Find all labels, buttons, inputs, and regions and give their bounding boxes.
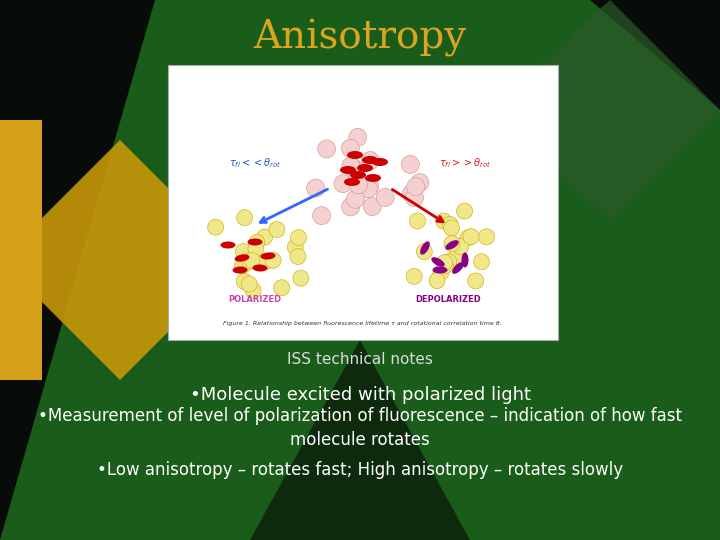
Circle shape xyxy=(237,210,253,226)
Circle shape xyxy=(479,229,495,245)
Circle shape xyxy=(347,162,365,180)
Circle shape xyxy=(405,188,423,207)
Circle shape xyxy=(441,254,457,269)
Circle shape xyxy=(436,255,453,271)
Circle shape xyxy=(318,140,336,158)
Text: POLARIZED: POLARIZED xyxy=(228,295,282,305)
Text: $\tau_{fl}<<\theta_{rot}$: $\tau_{fl}<<\theta_{rot}$ xyxy=(229,156,281,170)
Circle shape xyxy=(364,198,382,215)
Polygon shape xyxy=(490,0,720,220)
Ellipse shape xyxy=(340,166,356,174)
Circle shape xyxy=(456,203,472,219)
Ellipse shape xyxy=(235,254,249,262)
Ellipse shape xyxy=(433,267,448,273)
Circle shape xyxy=(269,221,285,238)
Circle shape xyxy=(460,230,476,246)
Circle shape xyxy=(257,229,273,245)
Circle shape xyxy=(448,248,464,264)
Circle shape xyxy=(235,258,251,273)
Ellipse shape xyxy=(452,262,464,274)
Circle shape xyxy=(342,198,360,216)
Ellipse shape xyxy=(357,164,373,172)
Ellipse shape xyxy=(362,156,378,164)
Circle shape xyxy=(474,254,490,269)
Circle shape xyxy=(361,177,379,195)
Ellipse shape xyxy=(347,151,363,159)
Circle shape xyxy=(346,190,364,208)
Circle shape xyxy=(407,178,425,196)
Ellipse shape xyxy=(220,241,235,248)
Text: DEPOLARIZED: DEPOLARIZED xyxy=(415,295,481,305)
Text: Anisotropy: Anisotropy xyxy=(253,19,467,57)
Circle shape xyxy=(402,185,420,203)
Polygon shape xyxy=(0,140,240,380)
Circle shape xyxy=(290,248,306,265)
Ellipse shape xyxy=(248,239,263,246)
Ellipse shape xyxy=(261,253,276,260)
Circle shape xyxy=(244,252,260,268)
Circle shape xyxy=(334,175,352,193)
Circle shape xyxy=(307,179,325,197)
Circle shape xyxy=(207,219,224,235)
Text: Figure 1. Relationship between fluorescence lifetime τ and rotational correlatio: Figure 1. Relationship between fluoresce… xyxy=(222,321,501,326)
Circle shape xyxy=(274,280,289,296)
Circle shape xyxy=(436,213,451,229)
Circle shape xyxy=(442,217,458,233)
Circle shape xyxy=(377,188,395,206)
Ellipse shape xyxy=(350,171,366,179)
Ellipse shape xyxy=(233,267,248,273)
Circle shape xyxy=(245,282,261,299)
Circle shape xyxy=(241,276,257,292)
Polygon shape xyxy=(0,120,42,380)
Circle shape xyxy=(287,239,303,255)
Circle shape xyxy=(258,254,274,269)
Ellipse shape xyxy=(365,174,381,182)
Circle shape xyxy=(359,180,377,198)
Ellipse shape xyxy=(372,158,388,166)
Circle shape xyxy=(453,239,469,255)
Circle shape xyxy=(343,158,361,176)
Circle shape xyxy=(241,254,258,270)
Circle shape xyxy=(437,258,454,274)
Polygon shape xyxy=(0,0,155,120)
Ellipse shape xyxy=(431,257,445,267)
Circle shape xyxy=(236,273,252,289)
Circle shape xyxy=(411,173,429,192)
Text: •Low anisotropy – rotates fast; High anisotropy – rotates slowly: •Low anisotropy – rotates fast; High ani… xyxy=(97,461,623,479)
Circle shape xyxy=(429,273,445,289)
Ellipse shape xyxy=(253,265,268,272)
Circle shape xyxy=(248,240,264,256)
Circle shape xyxy=(416,244,432,260)
Ellipse shape xyxy=(462,253,469,267)
Circle shape xyxy=(410,213,426,229)
Circle shape xyxy=(349,176,367,194)
Circle shape xyxy=(293,270,309,286)
Text: •Molecule excited with polarized light: •Molecule excited with polarized light xyxy=(189,386,531,404)
Circle shape xyxy=(468,273,484,289)
FancyBboxPatch shape xyxy=(168,65,558,340)
Circle shape xyxy=(341,139,359,157)
Circle shape xyxy=(348,129,366,146)
Circle shape xyxy=(406,268,422,285)
Circle shape xyxy=(342,157,360,175)
Circle shape xyxy=(444,235,460,252)
Circle shape xyxy=(312,207,330,225)
Circle shape xyxy=(433,265,449,281)
Ellipse shape xyxy=(445,240,459,250)
Text: ISS technical notes: ISS technical notes xyxy=(287,353,433,368)
Circle shape xyxy=(444,220,459,236)
Text: •Measurement of level of polarization of fluorescence – indication of how fast
m: •Measurement of level of polarization of… xyxy=(38,407,682,449)
Circle shape xyxy=(249,234,265,251)
Text: $\tau_{fl}>>\theta_{rot}$: $\tau_{fl}>>\theta_{rot}$ xyxy=(439,156,491,170)
Circle shape xyxy=(265,252,282,268)
Polygon shape xyxy=(590,0,720,110)
Circle shape xyxy=(361,152,379,170)
Circle shape xyxy=(290,230,307,246)
Circle shape xyxy=(463,228,479,245)
Circle shape xyxy=(235,244,251,260)
Ellipse shape xyxy=(420,241,430,255)
Ellipse shape xyxy=(344,178,360,186)
Circle shape xyxy=(401,156,419,173)
